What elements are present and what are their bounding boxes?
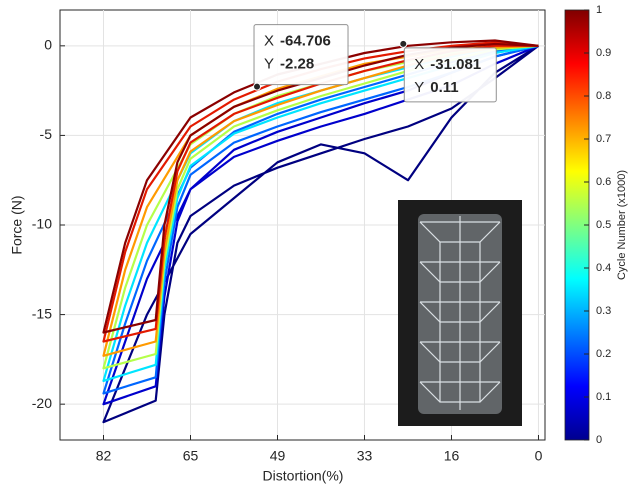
datatip-y-value: 0.11 bbox=[430, 79, 458, 96]
curves bbox=[102, 39, 540, 424]
colorbar-tick-label: 0.1 bbox=[596, 391, 611, 403]
curve bbox=[102, 39, 539, 334]
curve bbox=[102, 44, 539, 395]
x-tick-label: 49 bbox=[270, 448, 286, 464]
y-tick-label: -5 bbox=[40, 126, 53, 142]
colorbar-tick-label: 1 bbox=[596, 4, 602, 16]
x-tick-label: 82 bbox=[96, 448, 112, 464]
datatip-x-value: -31.081 bbox=[430, 56, 481, 73]
x-axis-label: Distortion(%) bbox=[263, 468, 344, 484]
datatip-y-label: Y bbox=[264, 56, 274, 73]
datatip-x-label: X bbox=[414, 56, 424, 73]
datatip-y-value: -2.28 bbox=[280, 56, 314, 73]
x-tick-label: 0 bbox=[535, 448, 543, 464]
y-tick-label: -15 bbox=[32, 305, 52, 321]
datatip-y-label: Y bbox=[414, 79, 424, 96]
x-tick-label: 16 bbox=[444, 448, 460, 464]
datatip-box bbox=[253, 24, 349, 86]
colorbar-tick-label: 0.6 bbox=[596, 176, 611, 188]
y-tick-label: -10 bbox=[32, 216, 52, 232]
curve bbox=[102, 44, 540, 424]
curve bbox=[102, 41, 539, 343]
datatip-x-value: -64.706 bbox=[280, 33, 331, 50]
colorbar-tick-label: 0 bbox=[596, 434, 602, 446]
y-tick-label: -20 bbox=[32, 395, 52, 411]
colorbar-tick-label: 0.9 bbox=[596, 47, 611, 59]
datatip: X -64.706 Y -2.28 bbox=[253, 24, 349, 91]
inset-photo bbox=[398, 200, 522, 426]
colorbar-tick-label: 0.5 bbox=[596, 219, 611, 231]
datatip-marker bbox=[399, 39, 408, 48]
colorbar: Cycle Number (x1000) 0 0.1 0.2 0.3 0.4 0.5 0.6… bbox=[564, 4, 628, 446]
axes: 82 65 49 33 16 0 0 -5 -10 -15 -20 bbox=[32, 37, 543, 464]
y-axis-label: Force (N) bbox=[9, 195, 25, 254]
y-tick-label: 0 bbox=[44, 37, 52, 53]
colorbar-tick-label: 0.8 bbox=[596, 90, 611, 102]
colorbar-tick-label: 0.4 bbox=[596, 262, 611, 274]
x-tick-label: 33 bbox=[357, 448, 373, 464]
colorbar-label: Cycle Number (x1000) bbox=[616, 170, 628, 280]
datatip-box bbox=[403, 47, 497, 103]
curve bbox=[102, 44, 539, 406]
datatip-marker bbox=[253, 82, 262, 91]
colorbar-tick-label: 0.2 bbox=[596, 348, 611, 360]
datatip-x-label: X bbox=[264, 33, 274, 50]
datatip: X -31.081 Y 0.11 bbox=[399, 39, 497, 103]
colorbar-tick-label: 0.3 bbox=[596, 305, 611, 317]
x-tick-label: 65 bbox=[183, 448, 199, 464]
datatips: X -64.706 Y -2.28 X -31.081 Y 0.11 bbox=[253, 24, 497, 103]
colorbar-tick-label: 0.7 bbox=[596, 133, 611, 145]
